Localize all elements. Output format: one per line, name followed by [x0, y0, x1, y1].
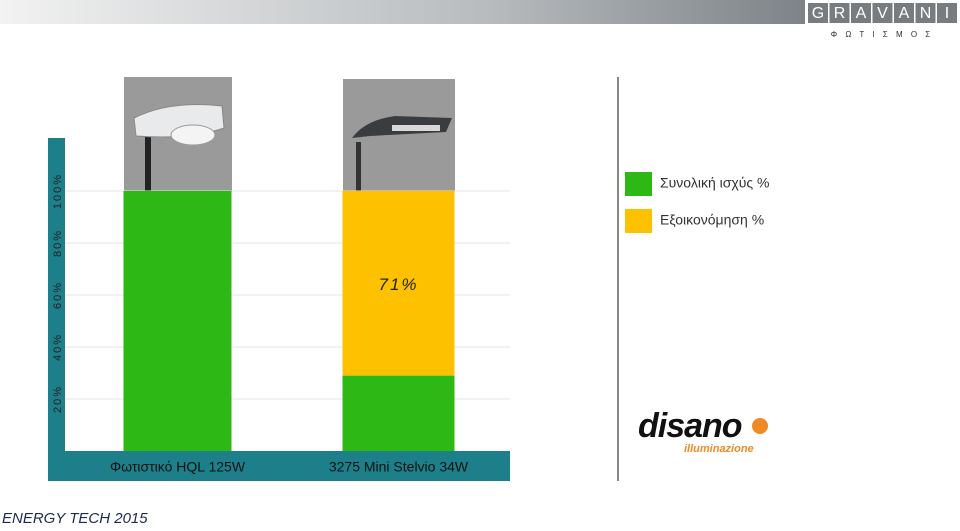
logo-tagline: Φ Ω Τ Ι Σ Μ Ο Σ [831, 30, 934, 39]
x-tick-label: 3275 Mini Stelvio 34W [329, 459, 469, 475]
logo-letter: N [920, 5, 932, 22]
lamp-pole [145, 135, 151, 191]
logo-box [894, 3, 914, 23]
bar [342, 375, 455, 451]
brand-dot [752, 418, 768, 434]
y-tick-label: 80% [52, 229, 64, 257]
logo-letter: R [834, 5, 846, 22]
value-label: 71% [378, 275, 418, 294]
brand-sub: illuminazione [684, 443, 754, 455]
logo-box [937, 3, 957, 23]
logo-letter: I [945, 5, 949, 22]
lamp-pole [356, 142, 361, 191]
lamp-glass [170, 124, 216, 146]
logo-letter: G [812, 5, 824, 22]
bar [123, 191, 232, 451]
logo-box [915, 3, 936, 23]
legend-label: Εξοικονόμηση % [660, 212, 764, 228]
legend-swatch [625, 209, 652, 233]
logo-box [872, 3, 893, 23]
y-tick-label: 60% [52, 281, 64, 309]
y-tick-label: 20% [52, 385, 64, 413]
logo-letter: V [877, 5, 888, 22]
category-band [48, 451, 510, 481]
legend-label: Συνολική ισχύς % [660, 175, 769, 191]
bar [342, 191, 455, 376]
logo-box [829, 3, 850, 23]
logo-letter: A [856, 5, 867, 22]
logo-box [808, 3, 828, 23]
legend-swatch [625, 172, 652, 196]
logo-letter: A [899, 5, 910, 22]
axis-strip [48, 138, 65, 451]
x-tick-label: Φωτιστικό HQL 125W [110, 459, 246, 475]
y-tick-label: 100% [52, 173, 64, 209]
top-band [0, 0, 805, 24]
brand-name: disano [638, 407, 742, 445]
lamp-leds [392, 125, 440, 131]
y-tick-label: 40% [52, 333, 64, 361]
footer: ENERGY TECH 2015 [2, 510, 148, 526]
logo-box [851, 3, 871, 23]
